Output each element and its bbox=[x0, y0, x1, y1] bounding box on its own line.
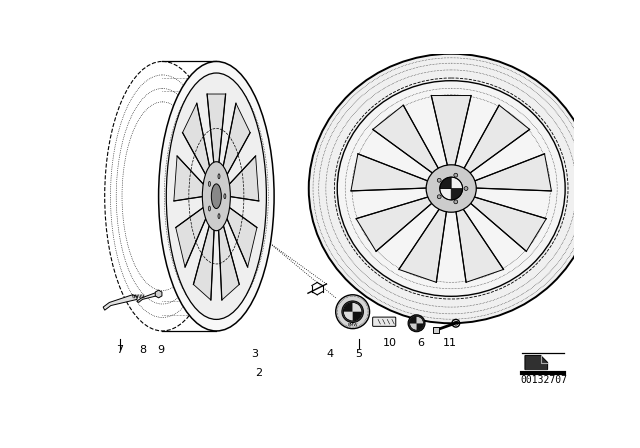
Text: 10: 10 bbox=[383, 337, 397, 348]
Ellipse shape bbox=[337, 81, 565, 296]
Ellipse shape bbox=[336, 295, 369, 329]
Polygon shape bbox=[460, 193, 547, 251]
Polygon shape bbox=[454, 198, 504, 282]
Ellipse shape bbox=[426, 165, 476, 212]
Wedge shape bbox=[451, 177, 463, 189]
Text: 3: 3 bbox=[252, 349, 259, 359]
Ellipse shape bbox=[437, 178, 441, 182]
Wedge shape bbox=[353, 302, 362, 312]
Polygon shape bbox=[356, 193, 443, 251]
Polygon shape bbox=[174, 156, 212, 201]
Ellipse shape bbox=[454, 173, 458, 177]
Ellipse shape bbox=[159, 61, 274, 331]
Wedge shape bbox=[353, 312, 362, 321]
Text: 2: 2 bbox=[255, 368, 262, 378]
Ellipse shape bbox=[218, 174, 220, 179]
Wedge shape bbox=[451, 189, 463, 200]
Ellipse shape bbox=[211, 184, 221, 208]
Text: 1: 1 bbox=[471, 276, 478, 286]
Ellipse shape bbox=[209, 181, 211, 186]
Polygon shape bbox=[457, 105, 530, 181]
Polygon shape bbox=[137, 293, 158, 302]
Polygon shape bbox=[433, 327, 438, 333]
Polygon shape bbox=[182, 103, 214, 188]
Polygon shape bbox=[193, 206, 215, 300]
Text: BMW: BMW bbox=[348, 323, 358, 327]
Wedge shape bbox=[440, 189, 451, 200]
Ellipse shape bbox=[209, 206, 211, 211]
Polygon shape bbox=[221, 156, 259, 201]
Ellipse shape bbox=[408, 315, 425, 332]
Text: 7: 7 bbox=[116, 345, 124, 355]
Ellipse shape bbox=[454, 200, 458, 204]
Polygon shape bbox=[219, 103, 250, 188]
Ellipse shape bbox=[224, 194, 226, 198]
Polygon shape bbox=[351, 154, 441, 191]
Polygon shape bbox=[525, 356, 547, 370]
Ellipse shape bbox=[218, 214, 220, 219]
Polygon shape bbox=[103, 295, 137, 310]
Ellipse shape bbox=[342, 301, 364, 323]
Text: 4: 4 bbox=[326, 349, 333, 359]
Text: 00132707: 00132707 bbox=[520, 375, 567, 385]
Wedge shape bbox=[410, 316, 417, 323]
Wedge shape bbox=[344, 312, 353, 321]
Ellipse shape bbox=[202, 162, 230, 231]
Polygon shape bbox=[431, 95, 471, 179]
Ellipse shape bbox=[308, 54, 594, 323]
Polygon shape bbox=[207, 94, 226, 185]
Polygon shape bbox=[461, 154, 552, 191]
Text: 11: 11 bbox=[443, 337, 457, 348]
Text: 8: 8 bbox=[140, 345, 147, 355]
Ellipse shape bbox=[166, 73, 266, 319]
Wedge shape bbox=[417, 316, 424, 323]
Ellipse shape bbox=[437, 195, 441, 198]
FancyBboxPatch shape bbox=[372, 317, 396, 326]
Wedge shape bbox=[440, 177, 451, 189]
Text: 6: 6 bbox=[417, 337, 424, 348]
Wedge shape bbox=[344, 302, 353, 312]
Polygon shape bbox=[220, 201, 257, 267]
Polygon shape bbox=[372, 105, 445, 181]
Text: 5: 5 bbox=[355, 349, 362, 359]
Polygon shape bbox=[176, 201, 212, 267]
Text: 9: 9 bbox=[157, 345, 164, 355]
Ellipse shape bbox=[464, 186, 468, 190]
Wedge shape bbox=[417, 323, 424, 330]
Polygon shape bbox=[218, 206, 239, 300]
Polygon shape bbox=[156, 290, 162, 298]
Wedge shape bbox=[410, 323, 417, 330]
Polygon shape bbox=[399, 198, 449, 282]
